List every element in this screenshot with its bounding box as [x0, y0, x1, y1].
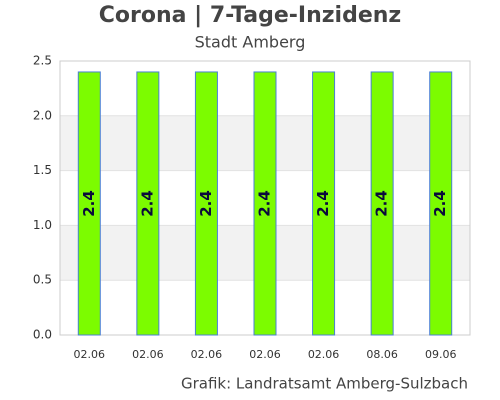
y-tick-label: 1.0 — [33, 218, 52, 232]
source: Grafik: Landratsamt Amberg-Sulzbach — [181, 375, 468, 393]
y-tick-label: 1.5 — [33, 163, 52, 177]
chart-subtitle: Stadt Amberg — [195, 33, 306, 52]
x-tick-label: 08.06 — [366, 348, 398, 361]
x-tick-label: 02.06 — [74, 348, 106, 361]
x-tick-label: 02.06 — [249, 348, 281, 361]
bar — [136, 71, 160, 336]
bar — [429, 71, 453, 336]
bar — [194, 71, 218, 336]
bar — [312, 71, 336, 336]
x-tick-label: 09.06 — [425, 348, 457, 361]
value-label: 2.4 — [431, 190, 449, 217]
value-label: 2.4 — [256, 190, 274, 217]
value-label: 2.4 — [373, 190, 391, 217]
x-tick-label: 02.06 — [132, 348, 164, 361]
value-label: 2.4 — [138, 190, 156, 217]
value-label: 2.4 — [197, 190, 215, 217]
chart-title: Corona | 7-Tage-Inzidenz — [99, 3, 401, 28]
y-tick-label: 0.5 — [33, 273, 52, 287]
y-tick-label: 2.5 — [33, 54, 52, 68]
y-tick-label: 0.0 — [33, 328, 52, 342]
value-label: 2.4 — [314, 190, 332, 217]
x-tick-label: 02.06 — [191, 348, 223, 361]
y-tick-label: 2.0 — [33, 108, 52, 122]
x-tick-label: 02.06 — [308, 348, 340, 361]
bar — [370, 71, 394, 336]
bar — [77, 71, 101, 336]
bar — [253, 71, 277, 336]
value-label: 2.4 — [80, 190, 98, 217]
